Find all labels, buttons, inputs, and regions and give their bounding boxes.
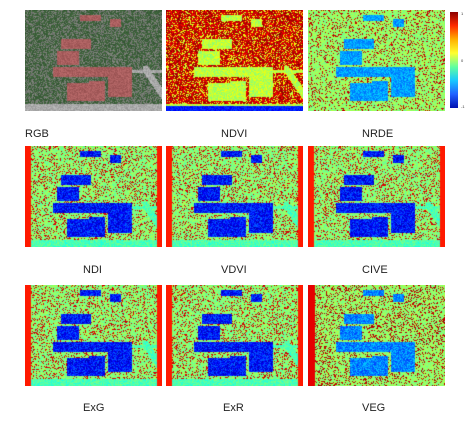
label-veg: VEG [362,402,386,414]
panel-ndvi [166,10,303,111]
colorbar [450,12,458,108]
panel-exg [25,285,162,386]
panel-exr [166,285,303,386]
exr-map [166,285,303,386]
panel-cive [308,146,445,247]
label-exr: ExR [223,402,244,414]
nrde-map [308,10,445,111]
rgb-image [25,10,162,111]
panel-nrde [308,10,445,111]
label-cive: CIVE [362,264,388,276]
ndi-map [25,146,162,247]
label-nrde: NRDE [362,128,394,140]
panel-vdvi [166,146,303,247]
label-vdvi: VDVI [221,264,247,276]
label-rgb: RGB [25,128,49,140]
veg-map [308,285,445,386]
cive-map [308,146,445,247]
label-ndi: NDI [83,264,102,276]
ndvi-map [166,10,303,111]
panel-ndi [25,146,162,247]
colorbar-tick-bottom: -1 [461,104,465,109]
vdvi-map [166,146,303,247]
panel-rgb [25,10,162,111]
label-ndvi: NDVI [221,128,248,140]
label-exg: ExG [83,402,105,414]
colorbar-tick-top: 1 [461,11,464,16]
colorbar-tick-mid: 0 [461,58,464,63]
panel-veg [308,285,445,386]
exg-map [25,285,162,386]
